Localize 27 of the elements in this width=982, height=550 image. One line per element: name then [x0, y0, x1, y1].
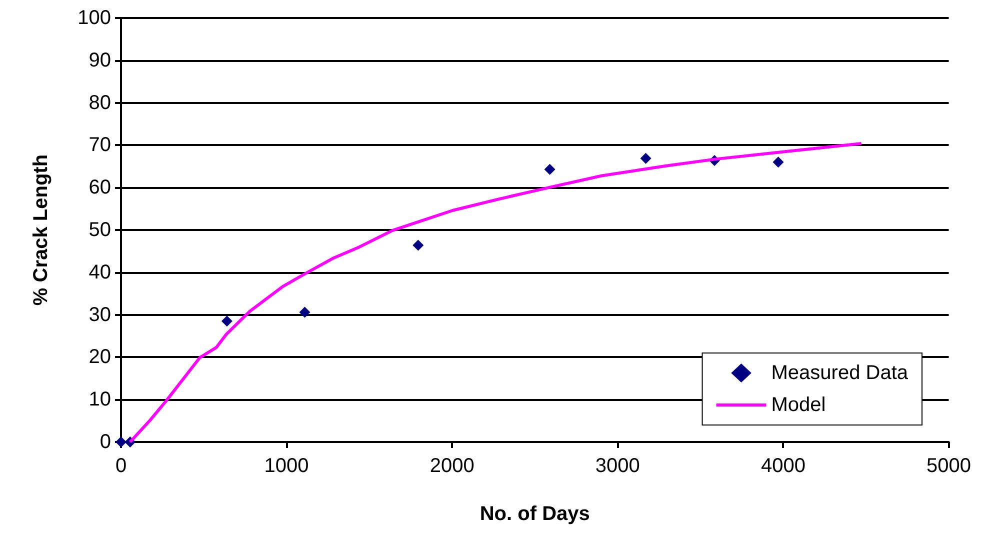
y-axis-title: % Crack Length — [30, 154, 52, 306]
point — [772, 156, 784, 168]
point — [221, 316, 232, 327]
legend-label: Model — [771, 394, 826, 416]
x-axis-title: No. of Days — [480, 503, 590, 525]
y-tick-label: 40 — [88, 261, 111, 284]
x-tick-label: 5000 — [926, 455, 972, 477]
y-tick-label: 20 — [88, 346, 111, 368]
x-tick-label: 4000 — [760, 455, 806, 477]
x-tick-label: 3000 — [595, 455, 640, 477]
y-tick-label: 0 — [100, 431, 111, 453]
y-tick-label: 10 — [88, 388, 111, 411]
y-tick-label: 30 — [88, 304, 111, 326]
legend-label: Measured Data — [771, 362, 909, 384]
point — [544, 164, 556, 175]
x-tick-label: 0 — [115, 455, 127, 477]
point — [412, 240, 424, 251]
x-tick-label: 1000 — [264, 455, 309, 477]
y-tick-label: 70 — [88, 134, 111, 156]
y-tick-label: 50 — [88, 219, 111, 241]
point — [299, 306, 310, 318]
point — [640, 152, 652, 164]
y-tick-label: 100 — [78, 7, 111, 29]
y-tick-label: 60 — [88, 176, 111, 199]
x-tick-label: 2000 — [430, 455, 474, 477]
y-tick-label: 90 — [88, 49, 111, 72]
y-tick-label: 80 — [88, 92, 111, 114]
